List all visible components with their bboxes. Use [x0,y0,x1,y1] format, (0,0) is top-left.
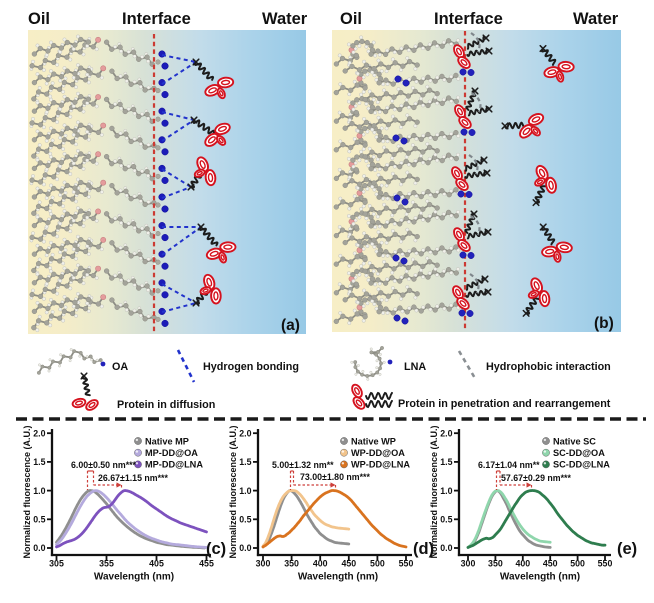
svg-text:2.0: 2.0 [440,428,452,438]
svg-text:450: 450 [543,559,558,569]
svg-text:405: 405 [149,559,164,569]
svg-text:305: 305 [49,559,64,569]
svg-text:Interface: Interface [434,10,503,28]
svg-text:Normalized fluorescence (A.U.): Normalized fluorescence (A.U.) [429,425,439,558]
svg-text:455: 455 [199,559,214,569]
svg-text:(e): (e) [617,540,637,558]
svg-text:300: 300 [256,559,271,569]
svg-text:LNA: LNA [404,361,426,373]
svg-text:Hydrophobic interaction: Hydrophobic interaction [486,361,611,373]
svg-text:350: 350 [284,559,299,569]
svg-text:350: 350 [488,559,503,569]
svg-text:2.0: 2.0 [239,428,251,438]
svg-text:Native SC: Native SC [553,436,596,446]
svg-text:Wavelength (nm): Wavelength (nm) [500,572,580,583]
svg-text:Water: Water [573,10,619,28]
svg-text:SC-DD@OA: SC-DD@OA [553,448,605,458]
svg-text:SC-DD@LNA: SC-DD@LNA [553,460,610,470]
svg-text:400: 400 [515,559,530,569]
svg-text:Oil: Oil [340,10,362,28]
svg-text:0.0: 0.0 [33,543,45,553]
svg-text:1.0: 1.0 [239,486,251,496]
svg-text:Protein in penetration and rea: Protein in penetration and rearrangement [398,398,611,410]
svg-text:Normalized fluorescence (A.U.): Normalized fluorescence (A.U.) [22,425,32,558]
svg-text:Hydrogen bonding: Hydrogen bonding [203,361,299,373]
svg-text:6.00±0.50 nm***: 6.00±0.50 nm*** [71,460,137,470]
svg-text:1.5: 1.5 [440,457,452,467]
svg-text:Water: Water [262,10,308,28]
svg-text:400: 400 [313,559,328,569]
svg-text:1.0: 1.0 [440,486,452,496]
svg-text:2.0: 2.0 [33,428,45,438]
svg-text:Normalized fluorescence (A.U.): Normalized fluorescence (A.U.) [228,425,238,558]
svg-text:(a): (a) [281,317,300,334]
svg-text:MP-DD@LNA: MP-DD@LNA [145,460,203,470]
svg-text:450: 450 [341,559,356,569]
svg-text:(b): (b) [594,315,614,332]
svg-text:0.0: 0.0 [239,543,251,553]
svg-text:500: 500 [370,559,385,569]
svg-text:26.67±1.15 nm***: 26.67±1.15 nm*** [98,473,168,483]
svg-text:Wavelength (nm): Wavelength (nm) [298,572,378,583]
svg-text:6.17±1.04 nm**: 6.17±1.04 nm** [478,460,540,470]
svg-text:1.0: 1.0 [33,486,45,496]
svg-text:0.5: 0.5 [239,515,251,525]
svg-text:1.5: 1.5 [239,457,251,467]
svg-text:73.00±1.80 nm***: 73.00±1.80 nm*** [300,472,370,482]
svg-text:57.67±0.29 nm***: 57.67±0.29 nm*** [501,473,571,483]
svg-text:0.5: 0.5 [440,515,452,525]
svg-text:0.0: 0.0 [440,543,452,553]
svg-text:Native WP: Native WP [351,436,396,446]
svg-text:550: 550 [399,559,414,569]
svg-text:(c): (c) [206,540,226,558]
svg-text:WP-DD@OA: WP-DD@OA [351,448,405,458]
svg-text:300: 300 [461,559,476,569]
svg-text:OA: OA [112,361,128,373]
svg-text:MP-DD@OA: MP-DD@OA [145,448,198,458]
svg-text:WP-DD@LNA: WP-DD@LNA [351,460,410,470]
svg-text:(d): (d) [413,540,434,558]
svg-text:500: 500 [570,559,585,569]
svg-text:Protein in diffusion: Protein in diffusion [117,399,215,411]
svg-text:355: 355 [99,559,114,569]
svg-text:550: 550 [598,559,613,569]
svg-text:Native MP: Native MP [145,436,189,446]
svg-text:5.00±1.32 nm**: 5.00±1.32 nm** [272,460,334,470]
svg-text:Oil: Oil [28,10,50,28]
svg-text:Wavelength (nm): Wavelength (nm) [94,572,174,583]
svg-text:1.5: 1.5 [33,457,45,467]
svg-text:0.5: 0.5 [33,515,45,525]
svg-text:Interface: Interface [122,10,191,28]
